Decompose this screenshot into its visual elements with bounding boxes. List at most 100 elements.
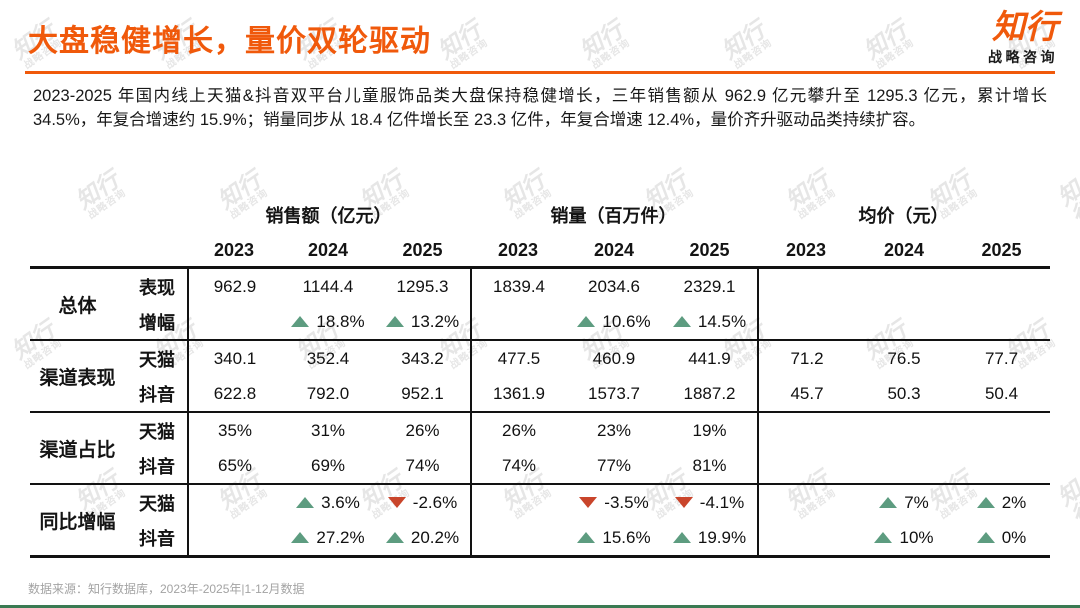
table-body: 总体 表现 962.9 1144.4 1295.3 1839.4 2034.6 2329.1 增… [30, 266, 1050, 558]
table-cell [187, 485, 281, 520]
column-group-title: 销量（百万件） [550, 206, 677, 226]
table-cell: 10.6% [566, 304, 662, 339]
table-cell: 477.5 [470, 341, 566, 376]
trend-up-icon [976, 497, 995, 508]
cell-value: 0% [1001, 527, 1027, 547]
table-cell: 65% [187, 448, 281, 483]
cell-value: 20.2% [410, 527, 460, 547]
cell-value: 10% [899, 527, 934, 547]
table-cell [953, 448, 1050, 483]
logo-name: 知行 [992, 8, 1058, 45]
cell-value: 14.5% [697, 311, 747, 331]
table-cell: 27.2% [281, 520, 375, 555]
cell-value: 23% [596, 420, 632, 440]
cell-value: 2034.6 [588, 276, 640, 296]
cell-value: 460.9 [592, 348, 636, 368]
table-cell: 19.9% [662, 520, 757, 555]
trend-down-icon [387, 497, 406, 508]
cell-value: 441.9 [688, 348, 731, 368]
table-cell: 69% [281, 448, 375, 483]
cell-value: 622.8 [213, 383, 257, 403]
year-header: 2024 [883, 239, 925, 260]
trend-up-icon [291, 532, 310, 543]
table-cell: 441.9 [662, 341, 757, 376]
table-cell [953, 304, 1050, 339]
table-cell [470, 520, 566, 555]
row-sub-label: 抖音 [139, 384, 175, 405]
data-source-note: 数据来源：知行数据库，2023年-2025年|1-12月数据 [28, 582, 305, 596]
cell-value: 1839.4 [493, 276, 545, 296]
table-cell: 460.9 [566, 341, 662, 376]
table-cell: 45.7 [757, 376, 855, 411]
table-cell: 50.4 [953, 376, 1050, 411]
table-cell: 1295.3 [375, 269, 470, 304]
table-cell: 792.0 [281, 376, 375, 411]
table-group-titles: 销售额（亿元） 销量（百万件） 均价（元） [30, 196, 1050, 234]
cell-value: 343.2 [401, 348, 444, 368]
cell-value: -3.5% [604, 492, 649, 512]
year-header: 2023 [785, 239, 827, 260]
table-cell: 74% [470, 448, 566, 483]
table-cell [855, 269, 953, 304]
cell-value: 1573.7 [588, 383, 640, 403]
table-cell [855, 448, 953, 483]
table-cell: 343.2 [375, 341, 470, 376]
cell-value: 76.5 [887, 348, 921, 368]
cell-value: 792.0 [306, 383, 350, 403]
table-cell [757, 269, 855, 304]
logo-subtitle: 战略咨询 [988, 48, 1058, 65]
table-cell: 81% [662, 448, 757, 483]
table-cell: 77.7 [953, 341, 1050, 376]
trend-up-icon [577, 316, 596, 327]
table-cell: 10% [855, 520, 953, 555]
trend-up-icon [577, 532, 596, 543]
row-sub-label: 抖音 [139, 528, 175, 549]
table-cell: 1839.4 [470, 269, 566, 304]
cell-value: 1144.4 [302, 276, 354, 296]
bottom-accent-bar [0, 605, 1080, 608]
table-cell [187, 304, 281, 339]
table-cell: 50.3 [855, 376, 953, 411]
table-cell: 76.5 [855, 341, 953, 376]
cell-value: 2% [1001, 492, 1027, 512]
table-cell: 952.1 [375, 376, 470, 411]
table-row-group: 渠道占比 天猫 35% 31% 26% 26% 23% 19% 抖音 65% 69% 74% 74% 77… [30, 411, 1050, 483]
column-group-title: 销售额（亿元） [265, 206, 392, 226]
table-cell: 622.8 [187, 376, 281, 411]
year-header: 2024 [307, 239, 349, 260]
table-cell: 2034.6 [566, 269, 662, 304]
trend-up-icon [672, 316, 691, 327]
table-cell: 962.9 [187, 269, 281, 304]
row-group-label: 同比增幅 [39, 511, 116, 533]
table-cell: 340.1 [187, 341, 281, 376]
trend-up-icon [296, 497, 315, 508]
cell-value: 13.2% [410, 311, 460, 331]
cell-value: 18.8% [316, 311, 365, 331]
table-row-group: 总体 表现 962.9 1144.4 1295.3 1839.4 2034.6 2329.1 增… [30, 269, 1050, 339]
table-cell [953, 269, 1050, 304]
cell-value: 26% [405, 420, 440, 440]
row-sub-label: 天猫 [139, 421, 175, 442]
table-cell [855, 413, 953, 448]
row-group-label: 渠道表现 [39, 367, 116, 389]
table-cell: -2.6% [375, 485, 470, 520]
cell-value: 77.7 [984, 348, 1019, 368]
cell-value: 71.2 [790, 348, 824, 368]
cell-value: 2329.1 [683, 276, 736, 296]
page-title: 大盘稳健增长，量价双轮驱动 [28, 25, 431, 58]
cell-value: 10.6% [602, 311, 651, 331]
title-divider [25, 71, 1055, 74]
table-row-group: 渠道表现 天猫 340.1 352.4 343.2 477.5 460.9 441.9 71.2… [30, 339, 1050, 411]
cell-value: 19% [692, 420, 727, 440]
table-cell [953, 413, 1050, 448]
cell-value: 81% [692, 455, 727, 475]
trend-up-icon [385, 532, 404, 543]
trend-up-icon [291, 316, 310, 327]
cell-value: 3.6% [321, 492, 360, 512]
cell-value: 31% [310, 420, 346, 440]
table-cell: 19% [662, 413, 757, 448]
cell-value: 7% [904, 492, 929, 512]
table-cell [855, 304, 953, 339]
data-table: 销售额（亿元） 销量（百万件） 均价（元） 2023 2024 2025 2023 2024… [30, 196, 1050, 558]
table-cell: 74% [375, 448, 470, 483]
